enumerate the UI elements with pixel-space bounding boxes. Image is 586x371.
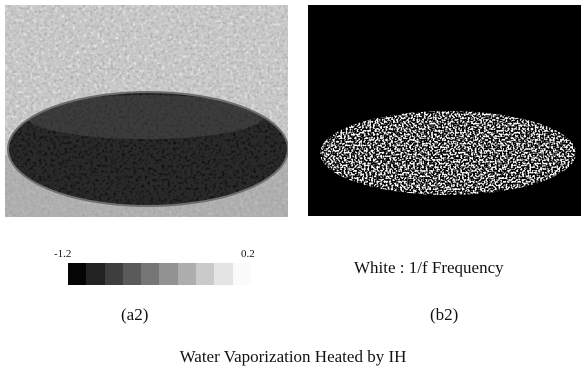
panel-label-b2: (b2) [430, 305, 459, 324]
figure-caption: Water Vaporization Heated by IH [179, 347, 407, 366]
colorbar-cell [104, 263, 123, 285]
scale-max-label: 0.2 [241, 248, 255, 260]
colorbar-cell [122, 263, 142, 285]
legend-b2: White : 1/f Frequency [354, 258, 504, 277]
colorbar-cell [159, 263, 178, 285]
colorbar-cell [214, 263, 233, 285]
grayscale-colorbar [68, 263, 251, 285]
colorbar-cell [196, 263, 215, 285]
colorbar-cell [232, 263, 251, 285]
grayscale-image-svg [5, 5, 288, 217]
scale-min-label: -1.2 [54, 248, 72, 260]
colorbar-cell [141, 263, 160, 285]
binary-image-b2 [308, 5, 581, 216]
binary-image-svg [308, 5, 581, 216]
colorbar-cell [86, 263, 105, 285]
colorbar-cell [68, 263, 87, 285]
grayscale-image-a2 [5, 5, 288, 217]
panel-label-a2: (a2) [121, 305, 149, 324]
colorbar-cell [177, 263, 197, 285]
